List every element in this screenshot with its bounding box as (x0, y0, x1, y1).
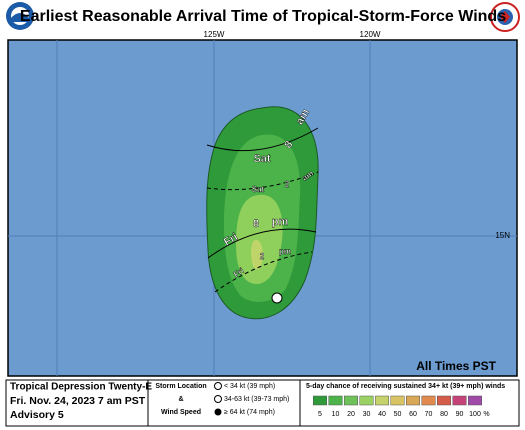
storm-location (271, 292, 283, 304)
color-swatch (468, 395, 482, 406)
probability-label: 60 (409, 411, 417, 418)
title: Earliest Reasonable Arrival Time of Trop… (20, 8, 506, 25)
color-swatch (328, 395, 343, 406)
contour-day: Sat (253, 153, 270, 165)
location-title: Wind Speed (161, 409, 201, 416)
symbol-storm (214, 395, 222, 403)
color-swatch (421, 395, 436, 406)
location-title: Storm Location (155, 383, 206, 390)
location-item: < 34 kt (39 mph) (224, 383, 275, 390)
advisory-number: Advisory 5 (10, 409, 64, 421)
times-note: All Times PST (416, 359, 496, 373)
color-swatch (452, 395, 467, 406)
probability-label: 80 (440, 411, 448, 418)
nws-logo (490, 2, 520, 32)
probability-label: 90 (456, 411, 464, 418)
probability-label: 50 (394, 411, 402, 418)
symbol-hurricane (214, 408, 222, 416)
location-item: ≥ 64 kt (74 mph) (224, 409, 275, 416)
color-swatch (437, 395, 451, 406)
contour-hour: 2 (285, 180, 290, 189)
color-swatch (359, 395, 374, 406)
noaa-logo (6, 2, 34, 30)
probability-area-core (251, 240, 263, 270)
contour-day: Sat (252, 185, 265, 194)
probability-area-inner (236, 194, 283, 285)
probability-label: 30 (363, 411, 371, 418)
color-swatch (390, 395, 405, 406)
probability-label: 40 (378, 411, 386, 418)
symbol-weak (214, 382, 222, 390)
lon-label: 125W (204, 30, 225, 39)
color-swatch (375, 395, 389, 406)
colorbar: 5 10 20 30 40 50 60 70 80 90 100% (313, 395, 490, 418)
contour-hour: 2 (260, 252, 265, 261)
probability-label: 100 (469, 411, 481, 418)
color-swatch (313, 395, 327, 406)
probability-label: 10 (332, 411, 340, 418)
storm-name: Tropical Depression Twenty-E (10, 382, 152, 393)
contour-ampm: pm (272, 216, 289, 228)
probability-label: 20 (347, 411, 355, 418)
probability-title: 5-day chance of receiving sustained 34+ … (306, 383, 505, 390)
lat-label: 15N (495, 231, 510, 240)
lon-label: 120W (360, 30, 381, 39)
arrival-contours (206, 127, 319, 293)
location-item: 34-63 kt (39-73 mph) (224, 396, 289, 403)
color-swatch (406, 395, 420, 406)
probability-unit: % (483, 411, 489, 418)
location-title: & (178, 396, 183, 403)
color-swatch (344, 395, 358, 406)
contour-hour: 8 (253, 218, 259, 230)
contour-ampm: pm (279, 247, 291, 256)
probability-label: 70 (425, 411, 433, 418)
probability-label: 5 (318, 411, 322, 418)
advisory-date: Fri. Nov. 24, 2023 7 am PST (10, 395, 146, 407)
